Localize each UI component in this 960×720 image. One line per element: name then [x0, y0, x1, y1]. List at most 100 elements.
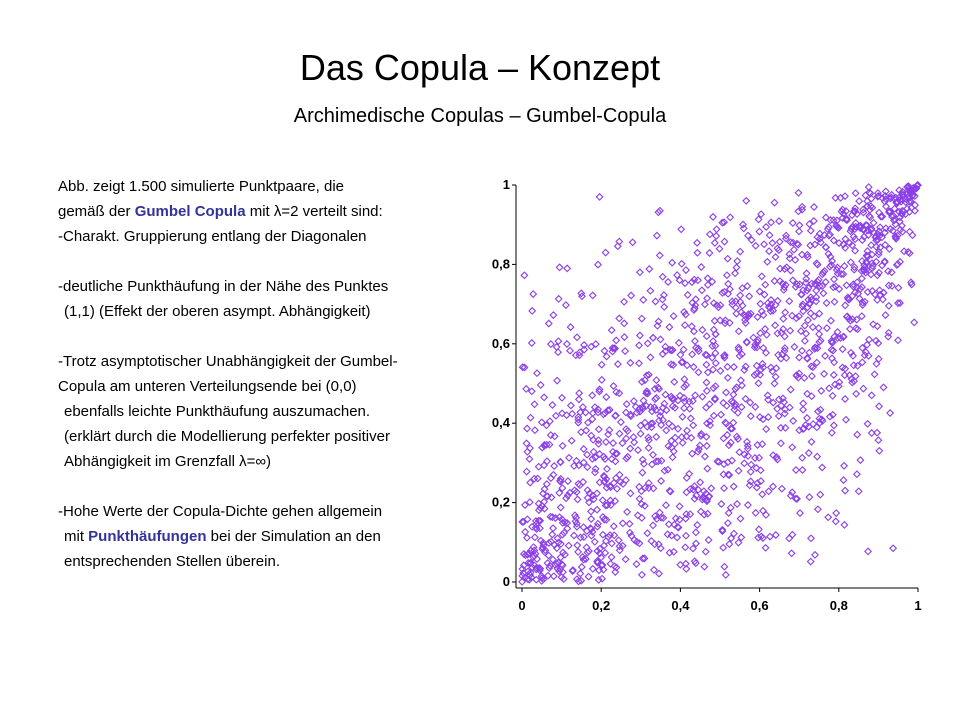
text-line-2: gemäß der Gumbel Copula mit λ=2 verteilt… — [58, 199, 488, 224]
scatter-point — [895, 213, 904, 222]
scatter-point — [558, 441, 567, 450]
scatter-point — [612, 336, 621, 345]
scatter-point — [829, 236, 838, 245]
scatter-point — [905, 249, 914, 258]
scatter-point — [719, 470, 728, 479]
scatter-point — [875, 268, 883, 277]
scatter-point — [690, 494, 699, 503]
scatter-point — [793, 239, 801, 248]
scatter-point — [600, 515, 609, 524]
scatter-point — [551, 411, 560, 420]
scatter-point — [526, 478, 535, 487]
scatter-point — [805, 299, 814, 308]
scatter-point — [536, 564, 545, 573]
scatter-point — [622, 408, 630, 417]
scatter-point — [894, 336, 902, 345]
scatter-point — [863, 221, 871, 230]
x-tick-label: 0,6 — [751, 598, 769, 613]
scatter-point — [725, 471, 734, 479]
scatter-point — [582, 426, 591, 435]
scatter-point — [655, 508, 664, 517]
scatter-point — [846, 227, 855, 236]
scatter-point — [527, 573, 536, 582]
scatter-point — [649, 450, 657, 459]
x-tick-label: 0,2 — [592, 598, 610, 613]
scatter-point — [680, 382, 689, 391]
scatter-point — [760, 290, 769, 299]
scatter-point — [851, 235, 860, 244]
scatter-point — [706, 421, 715, 430]
scatter-point — [822, 324, 831, 333]
scatter-point — [688, 350, 697, 359]
scatter-point — [867, 194, 876, 203]
scatter-point — [767, 218, 776, 227]
scatter-point — [635, 359, 643, 368]
scatter-point — [546, 474, 555, 483]
scatter-point — [739, 224, 748, 233]
scatter-point — [575, 389, 584, 398]
scatter-point — [682, 473, 691, 482]
chart-points — [518, 181, 922, 586]
scatter-point — [873, 322, 882, 331]
scatter-point — [799, 307, 808, 316]
scatter-point — [856, 284, 865, 293]
scatter-point — [566, 323, 575, 332]
scatter-point — [523, 533, 531, 542]
scatter-point — [669, 395, 678, 404]
scatter-point — [828, 391, 837, 400]
scatter-point — [650, 384, 659, 393]
scatter-point — [612, 563, 621, 572]
scatter-point — [669, 547, 678, 556]
scatter-point — [757, 272, 766, 281]
scatter-point — [724, 509, 733, 517]
scatter-point — [648, 460, 656, 469]
scatter-point — [693, 521, 702, 529]
scatter-point — [785, 250, 794, 259]
scatter-point — [807, 392, 816, 401]
scatter-point — [659, 513, 668, 522]
scatter-point — [720, 287, 729, 296]
scatter-point — [715, 244, 724, 253]
scatter-point — [788, 219, 797, 227]
scatter-point — [752, 361, 761, 370]
scatter-point — [845, 239, 854, 247]
scatter-point — [705, 230, 714, 239]
scatter-point — [772, 453, 781, 462]
scatter-point — [702, 403, 711, 412]
scatter-point — [665, 323, 674, 332]
scatter-point — [563, 524, 572, 533]
scatter-point — [739, 220, 747, 229]
scatter-point — [574, 577, 583, 586]
scatter-point — [753, 335, 762, 344]
scatter-point — [723, 362, 732, 371]
scatter-point — [685, 469, 694, 478]
scatter-point — [782, 353, 791, 362]
scatter-point — [795, 369, 804, 378]
scatter-point — [721, 570, 730, 579]
scatter-point — [657, 421, 666, 429]
scatter-point — [522, 439, 531, 448]
scatter-point — [810, 240, 819, 249]
scatter-point — [844, 314, 853, 323]
scatter-point — [734, 435, 742, 443]
text-line-3: -Charakt. Gruppierung entlang der Diagon… — [58, 228, 367, 245]
scatter-point — [720, 353, 729, 362]
scatter-point — [583, 450, 592, 459]
scatter-point — [746, 309, 755, 318]
scatter-point — [523, 447, 532, 456]
scatter-point — [763, 257, 772, 266]
scatter-point — [768, 239, 777, 247]
scatter-point — [523, 550, 532, 559]
scatter-point — [719, 434, 728, 443]
scatter-point — [561, 301, 570, 310]
scatter-point — [669, 361, 678, 369]
scatter-point — [668, 422, 677, 431]
scatter-point — [609, 522, 618, 531]
scatter-point — [825, 262, 834, 271]
scatter-point — [796, 509, 804, 518]
scatter-point — [697, 430, 706, 438]
scatter-point — [889, 544, 898, 553]
scatter-point — [776, 277, 784, 286]
scatter-point — [566, 401, 575, 410]
scatter-point — [651, 406, 660, 415]
